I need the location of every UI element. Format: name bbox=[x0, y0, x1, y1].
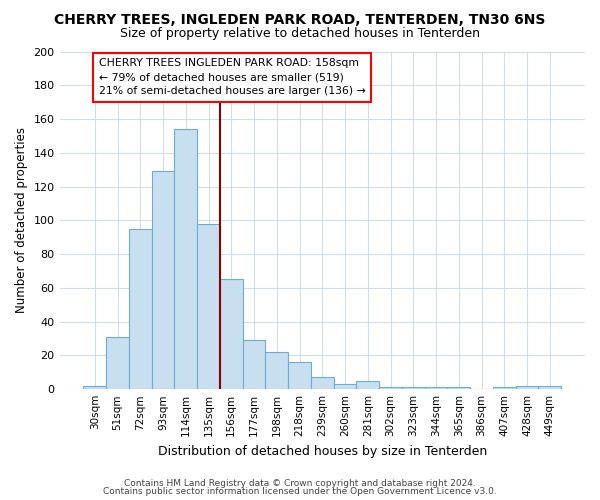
Bar bbox=[83, 386, 106, 389]
Bar bbox=[288, 362, 311, 389]
Bar bbox=[493, 388, 515, 389]
Bar bbox=[265, 352, 288, 389]
Bar bbox=[106, 337, 129, 389]
Bar bbox=[379, 388, 402, 389]
Bar bbox=[402, 388, 425, 389]
Bar bbox=[448, 388, 470, 389]
Bar bbox=[356, 380, 379, 389]
Y-axis label: Number of detached properties: Number of detached properties bbox=[15, 128, 28, 314]
X-axis label: Distribution of detached houses by size in Tenterden: Distribution of detached houses by size … bbox=[158, 444, 487, 458]
Text: Contains HM Land Registry data © Crown copyright and database right 2024.: Contains HM Land Registry data © Crown c… bbox=[124, 478, 476, 488]
Bar bbox=[129, 229, 152, 389]
Bar bbox=[242, 340, 265, 389]
Bar bbox=[538, 386, 561, 389]
Bar bbox=[197, 224, 220, 389]
Bar bbox=[175, 129, 197, 389]
Bar bbox=[515, 386, 538, 389]
Bar bbox=[220, 280, 242, 389]
Bar bbox=[425, 388, 448, 389]
Text: Contains public sector information licensed under the Open Government Licence v3: Contains public sector information licen… bbox=[103, 487, 497, 496]
Bar bbox=[152, 172, 175, 389]
Bar bbox=[311, 378, 334, 389]
Text: CHERRY TREES, INGLEDEN PARK ROAD, TENTERDEN, TN30 6NS: CHERRY TREES, INGLEDEN PARK ROAD, TENTER… bbox=[55, 12, 545, 26]
Text: CHERRY TREES INGLEDEN PARK ROAD: 158sqm
← 79% of detached houses are smaller (51: CHERRY TREES INGLEDEN PARK ROAD: 158sqm … bbox=[99, 58, 365, 96]
Text: Size of property relative to detached houses in Tenterden: Size of property relative to detached ho… bbox=[120, 28, 480, 40]
Bar bbox=[334, 384, 356, 389]
